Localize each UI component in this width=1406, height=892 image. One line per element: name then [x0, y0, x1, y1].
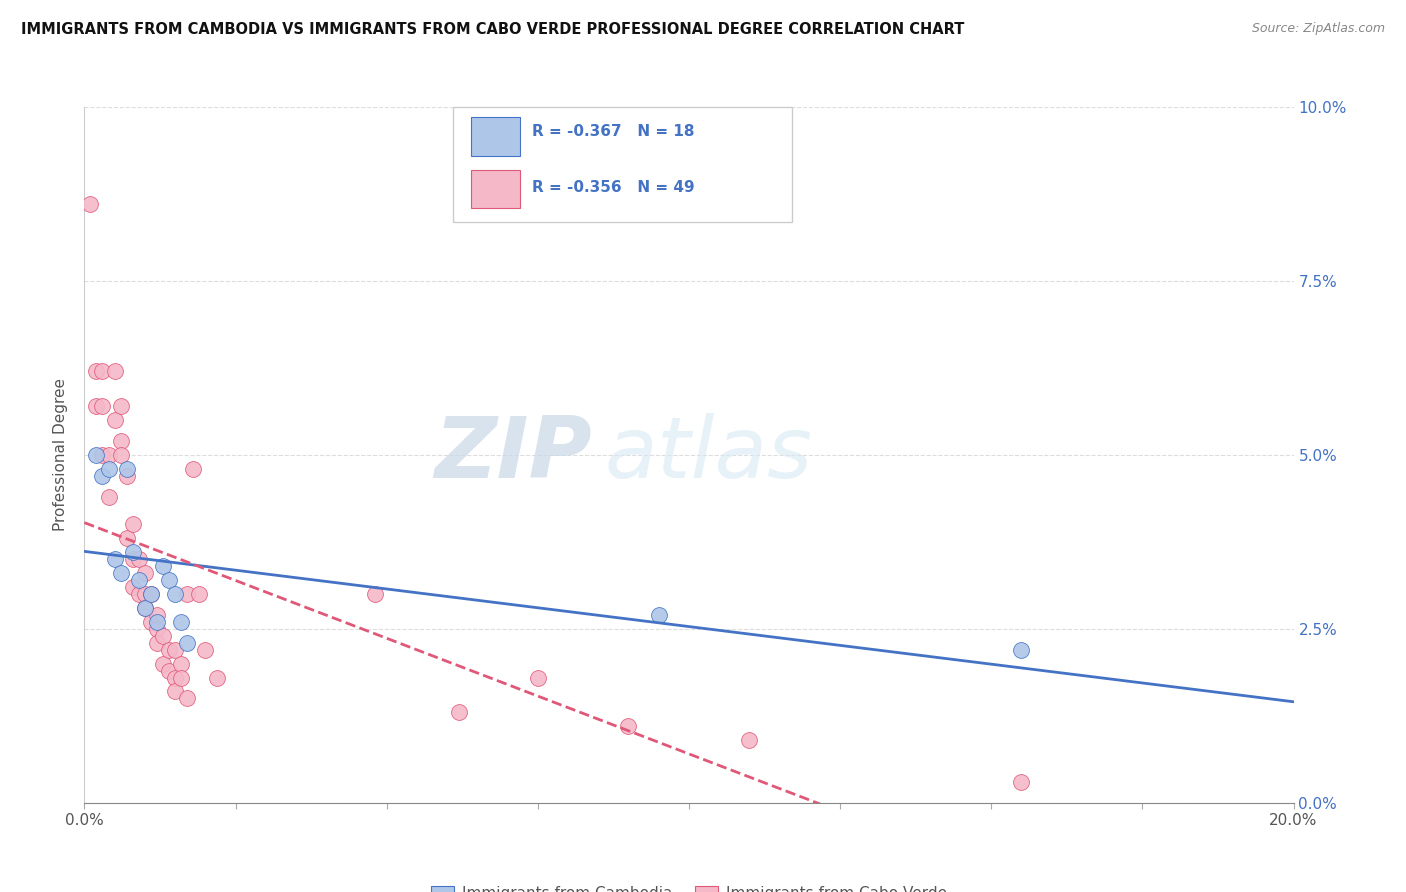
Point: [128, 573, 150, 587]
Point: [121, 580, 143, 594]
Y-axis label: Professional Degree: Professional Degree: [53, 378, 69, 532]
Point: [152, 629, 174, 643]
Point: [449, 706, 471, 720]
Text: R = -0.356   N = 49: R = -0.356 N = 49: [531, 179, 695, 194]
Point: [146, 607, 169, 622]
Point: [128, 587, 150, 601]
Point: [1011, 775, 1033, 789]
Point: [139, 587, 162, 601]
Point: [157, 664, 180, 678]
Point: [104, 552, 127, 566]
Point: [146, 622, 169, 636]
Point: [121, 545, 143, 559]
Point: [91, 399, 114, 413]
Point: [157, 573, 180, 587]
Point: [86, 448, 108, 462]
Point: [165, 684, 187, 698]
FancyBboxPatch shape: [453, 107, 792, 222]
Point: [110, 566, 132, 581]
Point: [176, 636, 198, 650]
Point: [617, 719, 640, 733]
Point: [104, 364, 127, 378]
Point: [170, 657, 193, 671]
Text: atlas: atlas: [605, 413, 813, 497]
Point: [134, 601, 156, 615]
Point: [134, 587, 156, 601]
Point: [170, 615, 193, 629]
Point: [97, 448, 120, 462]
Text: ZIP: ZIP: [434, 413, 592, 497]
Point: [1011, 642, 1033, 657]
Point: [146, 636, 169, 650]
Point: [115, 532, 138, 546]
Point: [121, 517, 143, 532]
Point: [104, 413, 127, 427]
Text: IMMIGRANTS FROM CAMBODIA VS IMMIGRANTS FROM CABO VERDE PROFESSIONAL DEGREE CORRE: IMMIGRANTS FROM CAMBODIA VS IMMIGRANTS F…: [21, 22, 965, 37]
Point: [97, 490, 120, 504]
Point: [152, 657, 174, 671]
Point: [207, 671, 229, 685]
FancyBboxPatch shape: [471, 118, 520, 156]
Point: [170, 671, 193, 685]
Point: [648, 607, 671, 622]
Point: [139, 615, 162, 629]
Point: [110, 434, 132, 448]
Point: [91, 364, 114, 378]
Point: [115, 468, 138, 483]
Point: [146, 615, 169, 629]
Point: [152, 559, 174, 574]
Point: [91, 468, 114, 483]
Point: [165, 642, 187, 657]
Point: [134, 601, 156, 615]
Point: [91, 448, 114, 462]
Point: [134, 566, 156, 581]
Point: [86, 364, 108, 378]
Legend: Immigrants from Cambodia, Immigrants from Cabo Verde: Immigrants from Cambodia, Immigrants fro…: [425, 880, 953, 892]
Text: Source: ZipAtlas.com: Source: ZipAtlas.com: [1251, 22, 1385, 36]
Point: [79, 197, 101, 211]
Point: [527, 671, 550, 685]
Point: [110, 448, 132, 462]
Point: [157, 642, 180, 657]
Point: [165, 671, 187, 685]
Point: [188, 587, 211, 601]
Point: [115, 462, 138, 476]
Point: [110, 399, 132, 413]
Point: [97, 462, 120, 476]
Text: R = -0.367   N = 18: R = -0.367 N = 18: [531, 124, 695, 139]
Point: [363, 587, 385, 601]
FancyBboxPatch shape: [471, 169, 520, 208]
Point: [194, 642, 217, 657]
Point: [165, 587, 187, 601]
Point: [128, 552, 150, 566]
Point: [121, 552, 143, 566]
Point: [176, 691, 198, 706]
Point: [181, 462, 204, 476]
Point: [738, 733, 761, 747]
Point: [139, 587, 162, 601]
Point: [176, 587, 198, 601]
Point: [86, 399, 108, 413]
